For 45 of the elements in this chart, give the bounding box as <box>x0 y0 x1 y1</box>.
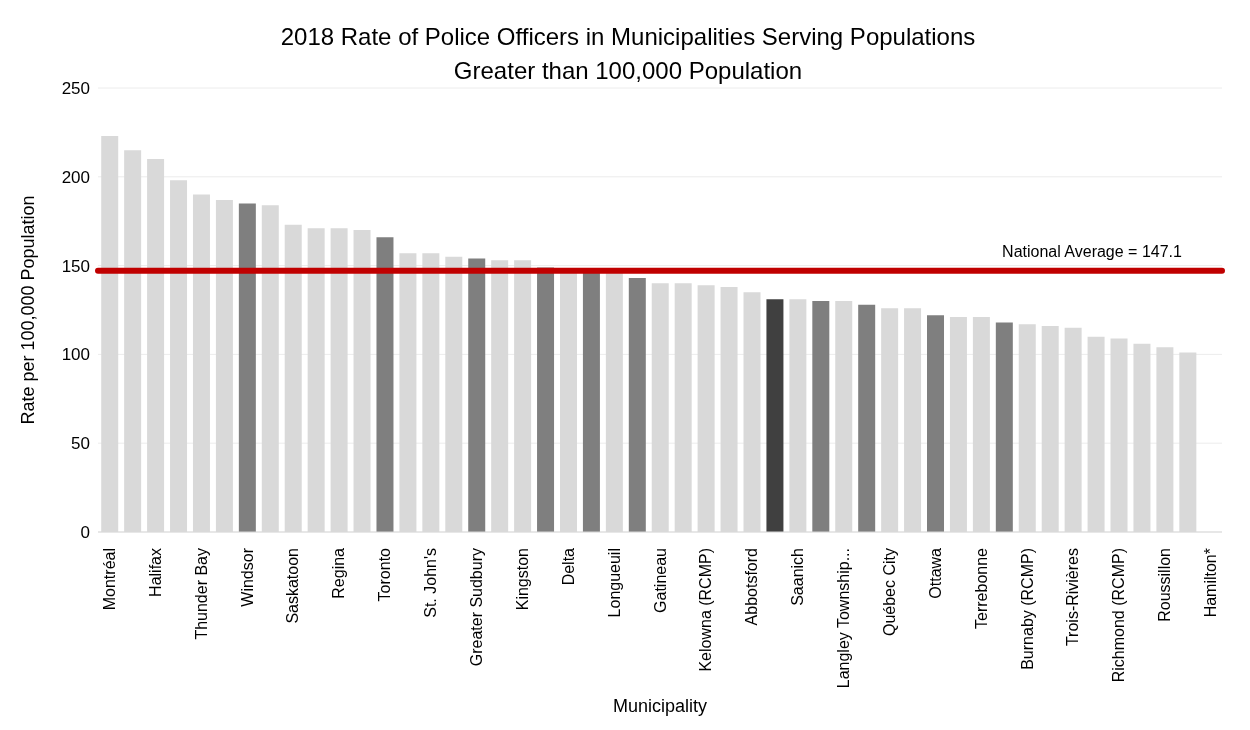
x-tick-label: Roussillon <box>1156 548 1174 622</box>
x-tick-label: Halifax <box>146 548 164 597</box>
y-tick-label: 50 <box>71 434 90 454</box>
x-tick-label: Saanich <box>789 548 807 606</box>
y-tick-label: 0 <box>80 523 90 543</box>
x-tick-label: Longueuil <box>605 548 623 618</box>
x-tick-label: Greater Sudbury <box>467 548 485 667</box>
ref-line-label: National Average = 147.1 <box>1002 242 1183 260</box>
x-tick-label: Trois-Rivières <box>1064 548 1082 647</box>
bar <box>927 315 945 532</box>
x-tick-label: Burnaby (RCMP) <box>1018 548 1036 670</box>
bar <box>376 237 394 532</box>
y-tick-label: 150 <box>61 256 90 276</box>
bar <box>628 278 646 532</box>
x-tick-label: Windsor <box>238 547 256 607</box>
x-axis-title: Municipality <box>612 696 708 716</box>
bar <box>766 299 784 532</box>
x-tick-label: Montréal <box>100 548 118 611</box>
y-axis-title: Rate per 100,000 Population <box>18 195 39 425</box>
x-tick-label: Toronto <box>376 547 394 602</box>
bar <box>812 301 830 532</box>
bar <box>468 258 486 532</box>
x-tick-label: Regina <box>330 547 348 599</box>
bar <box>537 267 555 532</box>
x-tick-label: Gatineau <box>651 548 669 613</box>
x-tick-label: Québec City <box>880 548 898 637</box>
chart-title: 2018 Rate of Police Officers in Municipalities Serving Populations Greater than 100,000 Population <box>279 22 977 86</box>
x-tick-label: Delta <box>559 547 577 586</box>
y-tick-label: 200 <box>61 167 90 187</box>
x-tick-label: Kelowna (RCMP) <box>697 548 715 672</box>
y-tick-label: 250 <box>61 79 90 99</box>
y-tick-label: 100 <box>61 345 90 365</box>
x-tick-label: St. John's <box>422 548 440 618</box>
x-tick-label: Ottawa <box>926 547 944 599</box>
bar <box>238 203 256 532</box>
x-tick-label: Abbotsford <box>743 548 761 626</box>
bar <box>858 304 876 532</box>
x-tick-label: Saskatoon <box>284 548 302 624</box>
x-tick-label: Richmond (RCMP) <box>1110 548 1128 683</box>
x-tick-label: Hamilton* <box>1202 548 1220 618</box>
x-tick-label: Langley Township... <box>835 548 853 689</box>
bar <box>995 322 1013 532</box>
x-tick-label: Kingston <box>513 548 531 611</box>
x-tick-label: Thunder Bay <box>192 548 210 640</box>
x-tick-label: Terrebonne <box>972 547 990 629</box>
